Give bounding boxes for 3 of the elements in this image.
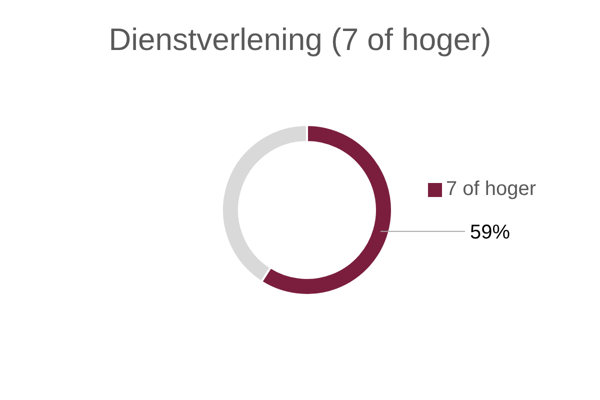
legend-label: 7 of hoger bbox=[446, 178, 536, 201]
data-label: 59% bbox=[470, 221, 510, 244]
chart-title: Dienstverlening (7 of hoger) bbox=[108, 22, 492, 58]
